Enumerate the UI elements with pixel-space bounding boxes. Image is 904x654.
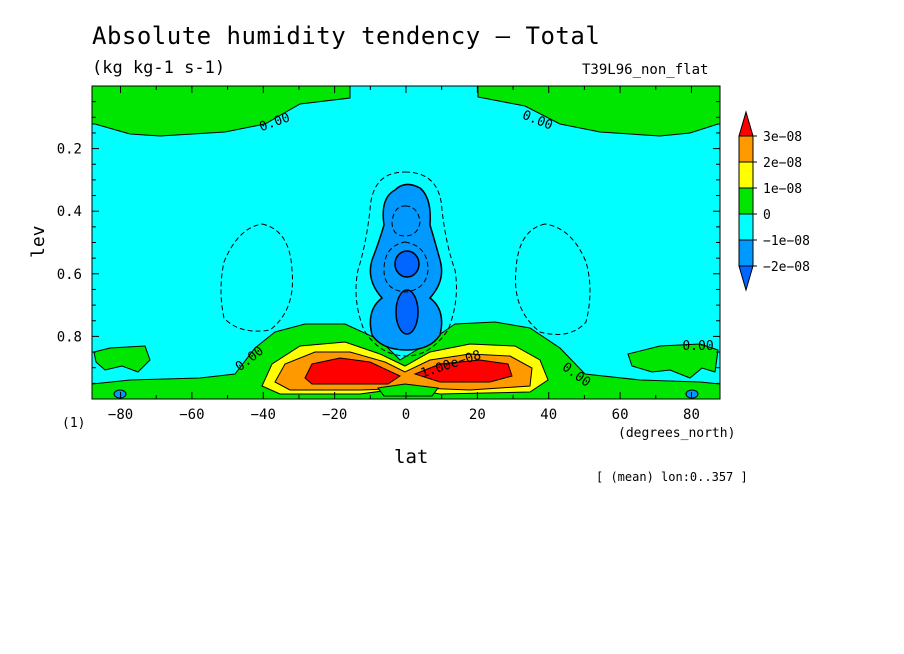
colorbar-label: 2e−08 (763, 156, 802, 171)
experiment-label: T39L96_non_flat (582, 62, 709, 78)
upper-right-positive-band (477, 86, 720, 137)
units-label: (kg kg-1 s-1) (92, 58, 226, 78)
right-positive-island (627, 343, 719, 379)
negative-core-upper (394, 250, 420, 278)
x-tick-label: −80 (108, 407, 133, 423)
colorbar-swatch (738, 239, 754, 267)
colorbar-label: 0 (763, 208, 771, 223)
x-tick-label: −20 (322, 407, 347, 423)
colorbar-swatch (738, 161, 754, 189)
colorbar-cap-top (738, 110, 754, 137)
lower-positive-band (92, 321, 720, 399)
contour-label: 0.00 (682, 339, 713, 354)
x-tick-label: −60 (179, 407, 204, 423)
x-tick-label: 0 (402, 407, 410, 423)
colorbar-cap-bottom (738, 265, 754, 292)
chart-title: Absolute humidity tendency — Total (92, 22, 601, 50)
colorbar-label: −1e−08 (763, 234, 810, 249)
colorbar-label: 3e−08 (763, 130, 802, 145)
negative-contour-left-cell (220, 223, 294, 332)
y-axis-ticks: 0.2 0.4 0.6 0.8 (57, 101, 720, 384)
x-tick-label: −40 (251, 407, 276, 423)
colorbar-swatch (738, 187, 754, 215)
negative-contour-outer (355, 171, 457, 357)
y-tick-label: 0.8 (57, 329, 82, 345)
positive-core-red-south (304, 357, 402, 385)
y-tick-label: 0.4 (57, 204, 82, 220)
colorbar-label: −2e−08 (763, 260, 810, 275)
left-positive-island (93, 345, 151, 373)
x-tick-label: 80 (683, 407, 700, 423)
colorbar-swatch (738, 213, 754, 241)
south-pole-negative-spot (113, 389, 127, 399)
x-axis-ticks: −80 −60 −40 −20 0 20 40 60 80 (108, 86, 700, 423)
colorbar: 3e−08 2e−08 1e−08 0 −1e−08 −2e−08 (738, 110, 810, 292)
x-tick-label: 40 (540, 407, 557, 423)
x-tick-label: 20 (469, 407, 486, 423)
y-tick-label: 0.2 (57, 142, 82, 158)
y-tick-label: 0.6 (57, 267, 82, 283)
negative-contour-inner-mid (383, 241, 429, 293)
colorbar-label: 1e−08 (763, 182, 802, 197)
colorbar-swatch (738, 135, 754, 163)
positive-core-red-north (413, 359, 513, 383)
negative-core-lower (395, 289, 419, 335)
near-surface-green-core (377, 383, 439, 397)
north-pole-negative-spot (685, 389, 699, 399)
y-axis-marker: (1) (62, 416, 86, 431)
negative-contour-inner-top (391, 205, 421, 237)
averaging-note: [ (mean) lon:0..357 ] (596, 470, 748, 484)
contour-lines (220, 171, 591, 357)
x-unit-label: (degrees_north) (618, 426, 736, 441)
negative-contour-right-cell (515, 223, 591, 335)
x-axis-label: lat (394, 446, 429, 468)
contour-fills (92, 86, 720, 399)
upper-left-positive-band (92, 86, 351, 137)
x-tick-label: 60 (612, 407, 629, 423)
